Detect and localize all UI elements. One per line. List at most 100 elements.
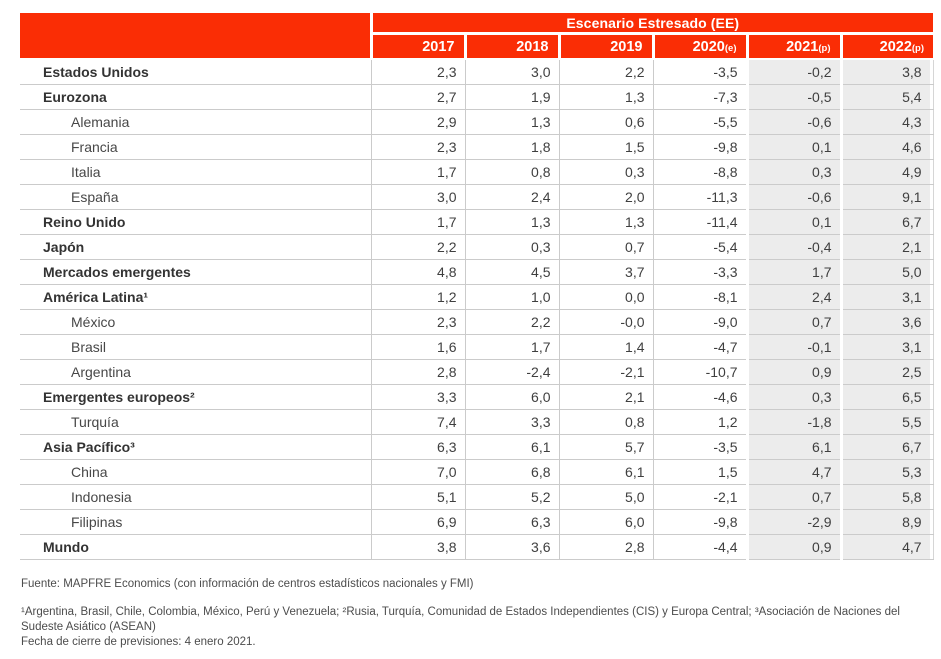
cell-value: -4,7 — [652, 334, 747, 360]
scenario-title: Escenario Estresado (EE) — [369, 13, 934, 35]
cell-value: 3,6 — [464, 534, 559, 560]
cell-value: 4,6 — [839, 134, 934, 160]
scenario-header-row: Escenario Estresado (EE) — [20, 13, 934, 60]
cell-value: 2,4 — [745, 284, 841, 310]
row-label: Argentina — [20, 359, 371, 385]
cell-value: -3,3 — [652, 259, 747, 285]
cell-value: 4,5 — [464, 259, 559, 285]
column-header-2018: 2018 — [463, 33, 559, 60]
column-header-2017: 2017 — [369, 33, 465, 60]
row-label: Japón — [20, 234, 371, 260]
table-row: Mundo 3,8 3,6 2,8 -4,4 0,9 4,7 — [20, 534, 934, 560]
stressed-scenario-table: Escenario Estresado (EE) 2017 2018 2019 202… — [20, 13, 934, 560]
cell-value: 5,0 — [558, 484, 653, 510]
table-row: Japón 2,2 0,3 0,7 -5,4 -0,4 2,1 — [20, 234, 934, 260]
cell-value: -0,0 — [558, 309, 653, 335]
cell-value: 2,4 — [464, 184, 559, 210]
row-label: Mercados emergentes — [20, 259, 371, 285]
cell-value: 4,7 — [839, 534, 934, 560]
cell-value: 0,6 — [558, 109, 653, 135]
row-label: Alemania — [20, 109, 371, 135]
table-row: Alemania 2,9 1,3 0,6 -5,5 -0,6 4,3 — [20, 109, 934, 135]
cell-value: 0,0 — [558, 284, 653, 310]
cell-value: 6,1 — [558, 459, 653, 485]
table-row: México 2,3 2,2 -0,0 -9,0 0,7 3,6 — [20, 309, 934, 335]
row-label: Estados Unidos — [20, 59, 371, 85]
cell-value: 2,8 — [558, 534, 653, 560]
footnotes: ¹Argentina, Brasil, Chile, Colombia, Méx… — [21, 606, 900, 633]
cell-value: 2,2 — [558, 59, 653, 85]
cell-value: 1,3 — [558, 209, 653, 235]
cell-value: 1,5 — [558, 134, 653, 160]
table-body: Estados Unidos 2,3 3,0 2,2 -3,5 -0,2 3,8 Eurozo… — [20, 59, 934, 560]
cell-value: 5,7 — [558, 434, 653, 460]
cell-value: 4,7 — [745, 459, 841, 485]
cell-value: 2,9 — [370, 109, 465, 135]
cell-value: 1,9 — [464, 84, 559, 110]
cell-value: 0,7 — [745, 484, 841, 510]
row-label: Brasil — [20, 334, 371, 360]
cell-value: 1,5 — [652, 459, 747, 485]
cell-value: 0,7 — [745, 309, 841, 335]
cell-value: 6,0 — [464, 384, 559, 410]
cell-value: 0,8 — [558, 409, 653, 435]
cell-value: 6,3 — [464, 509, 559, 535]
cell-value: 1,4 — [558, 334, 653, 360]
cell-value: 3,8 — [839, 59, 934, 85]
cell-value: 0,1 — [745, 209, 841, 235]
cell-value: 3,0 — [370, 184, 465, 210]
cell-value: -11,4 — [652, 209, 747, 235]
year-suffix: (e) — [724, 42, 737, 54]
cell-value: -2,1 — [652, 484, 747, 510]
table-row: Mercados emergentes 4,8 4,5 3,7 -3,3 1,7 5,0 — [20, 259, 934, 285]
cell-value: 9,1 — [839, 184, 934, 210]
cell-value: -9,8 — [652, 134, 747, 160]
table-row: Eurozona 2,7 1,9 1,3 -7,3 -0,5 5,4 — [20, 84, 934, 110]
cell-value: 0,7 — [558, 234, 653, 260]
cell-value: -0,5 — [745, 84, 841, 110]
year-suffix: (p) — [818, 42, 831, 54]
table-row: América Latina¹ 1,2 1,0 0,0 -8,1 2,4 3,1 — [20, 284, 934, 310]
cell-value: -0,4 — [745, 234, 841, 260]
cell-value: -0,2 — [745, 59, 841, 85]
cell-value: 6,1 — [464, 434, 559, 460]
year-label: 2019 — [610, 38, 643, 55]
cell-value: 4,9 — [839, 159, 934, 185]
cell-value: -1,8 — [745, 409, 841, 435]
table-row: Francia 2,3 1,8 1,5 -9,8 0,1 4,6 — [20, 134, 934, 160]
cell-value: 3,3 — [370, 384, 465, 410]
cell-value: 1,6 — [370, 334, 465, 360]
cell-value: -2,4 — [464, 359, 559, 385]
table-row: España 3,0 2,4 2,0 -11,3 -0,6 9,1 — [20, 184, 934, 210]
table-row: Reino Unido 1,7 1,3 1,3 -11,4 0,1 6,7 — [20, 209, 934, 235]
table-footer: Fuente: MAPFRE Economics (con informació… — [21, 577, 919, 650]
cell-value: 3,1 — [839, 334, 934, 360]
cell-value: 2,3 — [370, 134, 465, 160]
cell-value: 3,7 — [558, 259, 653, 285]
cell-value: 1,0 — [464, 284, 559, 310]
cell-value: -3,5 — [652, 434, 747, 460]
cell-value: 7,0 — [370, 459, 465, 485]
cell-value: 5,2 — [464, 484, 559, 510]
cell-value: 5,0 — [839, 259, 934, 285]
table-row: Asia Pacífico³ 6,3 6,1 5,7 -3,5 6,1 6,7 — [20, 434, 934, 460]
cell-value: -4,4 — [652, 534, 747, 560]
cell-value: 2,1 — [558, 384, 653, 410]
year-header-row: 2017 2018 2019 2020(e) 2021(p) 2022(p) — [20, 33, 934, 60]
cell-value: 1,7 — [745, 259, 841, 285]
cell-value: 6,1 — [745, 434, 841, 460]
table-row: Argentina 2,8 -2,4 -2,1 -10,7 0,9 2,5 — [20, 359, 934, 385]
cell-value: 7,4 — [370, 409, 465, 435]
cell-value: 5,4 — [839, 84, 934, 110]
column-header-2021: 2021(p) — [745, 33, 841, 60]
table-row: Italia 1,7 0,8 0,3 -8,8 0,3 4,9 — [20, 159, 934, 185]
table-row: Filipinas 6,9 6,3 6,0 -9,8 -2,9 8,9 — [20, 509, 934, 535]
row-label: China — [20, 459, 371, 485]
year-label: 2017 — [422, 38, 455, 55]
cell-value: 2,3 — [370, 59, 465, 85]
cell-value: 0,3 — [464, 234, 559, 260]
cell-value: -9,8 — [652, 509, 747, 535]
row-label: Asia Pacífico³ — [20, 434, 371, 460]
cell-value: 0,9 — [745, 534, 841, 560]
